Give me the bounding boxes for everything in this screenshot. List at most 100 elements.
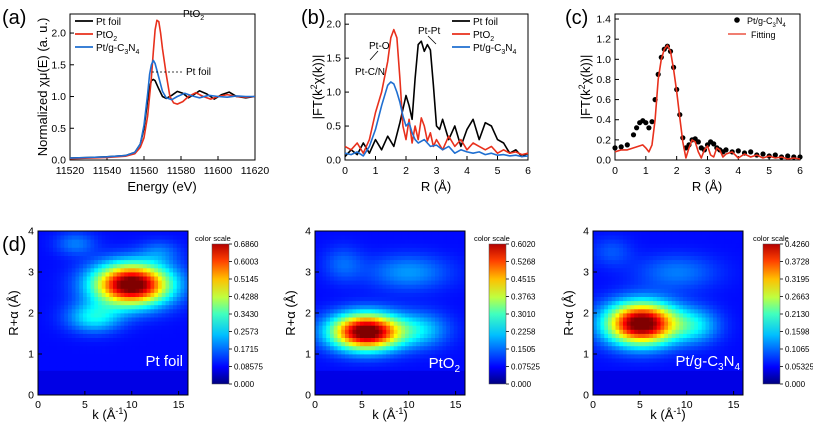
heatmap-cell xyxy=(409,243,413,248)
heatmap-cell xyxy=(38,354,42,359)
heatmap-cell xyxy=(634,309,638,314)
heatmap-cell xyxy=(724,305,728,310)
heatmap-cell xyxy=(638,301,642,306)
heatmap-cell xyxy=(326,313,330,318)
heatmap-cell xyxy=(653,321,657,326)
heatmap-cell xyxy=(79,354,83,359)
heatmap-cell xyxy=(616,288,620,293)
heatmap-cell xyxy=(627,243,631,248)
heatmap-cell xyxy=(360,235,364,240)
heatmap-cell xyxy=(672,313,676,318)
heatmap-cell xyxy=(139,305,143,310)
heatmap-cell xyxy=(405,268,409,273)
heatmap-cell xyxy=(166,276,170,281)
heatmap-cell xyxy=(136,293,140,298)
heatmap-cell xyxy=(679,235,683,240)
heatmap-cell xyxy=(709,272,713,277)
heatmap-cell xyxy=(732,379,736,384)
heatmap-cell xyxy=(83,280,87,285)
heatmap-cell xyxy=(672,280,676,285)
heatmap-cell xyxy=(717,334,721,339)
heatmap-cell xyxy=(49,375,53,380)
heatmap-cell xyxy=(439,280,443,285)
heatmap-cell xyxy=(72,313,76,318)
heatmap-cell xyxy=(706,325,710,330)
heatmap-cell xyxy=(76,354,80,359)
heatmap-cell xyxy=(76,317,80,322)
heatmap-cell xyxy=(405,379,409,384)
heatmap-cell xyxy=(162,379,166,384)
heatmap-cell xyxy=(443,247,447,252)
heatmap-cell xyxy=(383,297,387,302)
heatmap-cell xyxy=(604,329,608,334)
heatmap-cell xyxy=(147,321,151,326)
heatmap-cell xyxy=(76,370,80,375)
heatmap-cell xyxy=(631,375,635,380)
heatmap-cell xyxy=(612,288,616,293)
heatmap-cell xyxy=(694,301,698,306)
heatmap-cell xyxy=(608,301,612,306)
heatmap-cell xyxy=(68,235,72,240)
heatmap-cell xyxy=(83,235,87,240)
heatmap-cell xyxy=(64,338,68,343)
heatmap-cell xyxy=(420,313,424,318)
heatmap-cell xyxy=(401,297,405,302)
heatmap-cell xyxy=(353,309,357,314)
heatmap-cell xyxy=(435,264,439,269)
heatmap-cell xyxy=(612,325,616,330)
heatmap-cell xyxy=(687,256,691,261)
heatmap-cell xyxy=(87,272,91,277)
heatmap-cell xyxy=(319,293,323,298)
y-tick-label: 2.0 xyxy=(326,19,341,31)
heatmap-cell xyxy=(76,301,80,306)
heatmap-cell xyxy=(597,370,601,375)
heatmap-cell xyxy=(173,317,177,322)
heatmap-cell xyxy=(619,387,623,392)
heatmap-cell xyxy=(132,379,136,384)
heatmap-cell xyxy=(158,256,162,261)
heatmap-cell xyxy=(353,358,357,363)
heatmap-cell xyxy=(121,379,125,384)
heatmap-cell xyxy=(694,379,698,384)
heatmap-cell xyxy=(46,264,50,269)
heatmap-cell xyxy=(121,321,125,326)
heatmap-cell xyxy=(319,235,323,240)
heatmap-cell xyxy=(661,313,665,318)
heatmap-cell xyxy=(113,358,117,363)
heatmap-cell xyxy=(375,288,379,293)
heatmap-cell xyxy=(76,276,80,281)
heatmap-cell xyxy=(177,231,181,236)
heatmap-cell xyxy=(604,313,608,318)
heatmap-cell xyxy=(379,329,383,334)
heatmap-cell xyxy=(53,264,57,269)
heatmap-cell xyxy=(162,383,166,388)
heatmap-cell xyxy=(106,317,110,322)
heatmap-cell xyxy=(702,276,706,281)
heatmap-cell xyxy=(717,342,721,347)
heatmap-cell xyxy=(49,231,53,236)
heatmap-cell xyxy=(713,370,717,375)
heatmap-cell xyxy=(661,366,665,371)
heatmap-cell xyxy=(83,375,87,380)
heatmap-cell xyxy=(121,297,125,302)
heatmap-cell xyxy=(132,309,136,314)
heatmap-cell xyxy=(728,329,732,334)
heatmap-cell xyxy=(356,342,360,347)
heatmap-cell xyxy=(446,305,450,310)
heatmap-cell xyxy=(687,305,691,310)
heatmap-cell xyxy=(177,235,181,240)
heatmap-cell xyxy=(64,370,68,375)
heatmap-cell xyxy=(386,256,390,261)
heatmap-cell xyxy=(53,247,57,252)
heatmap-cell xyxy=(458,375,462,380)
heatmap-cell xyxy=(416,235,420,240)
heatmap-cell xyxy=(383,256,387,261)
heatmap-cell xyxy=(698,293,702,298)
heatmap-cell xyxy=(72,354,76,359)
heatmap-cell xyxy=(413,370,417,375)
heatmap-cell xyxy=(386,309,390,314)
heatmap-cell xyxy=(326,280,330,285)
heatmap-cell xyxy=(446,301,450,306)
heatmap-cell xyxy=(379,362,383,367)
heatmap-cell xyxy=(649,247,653,252)
